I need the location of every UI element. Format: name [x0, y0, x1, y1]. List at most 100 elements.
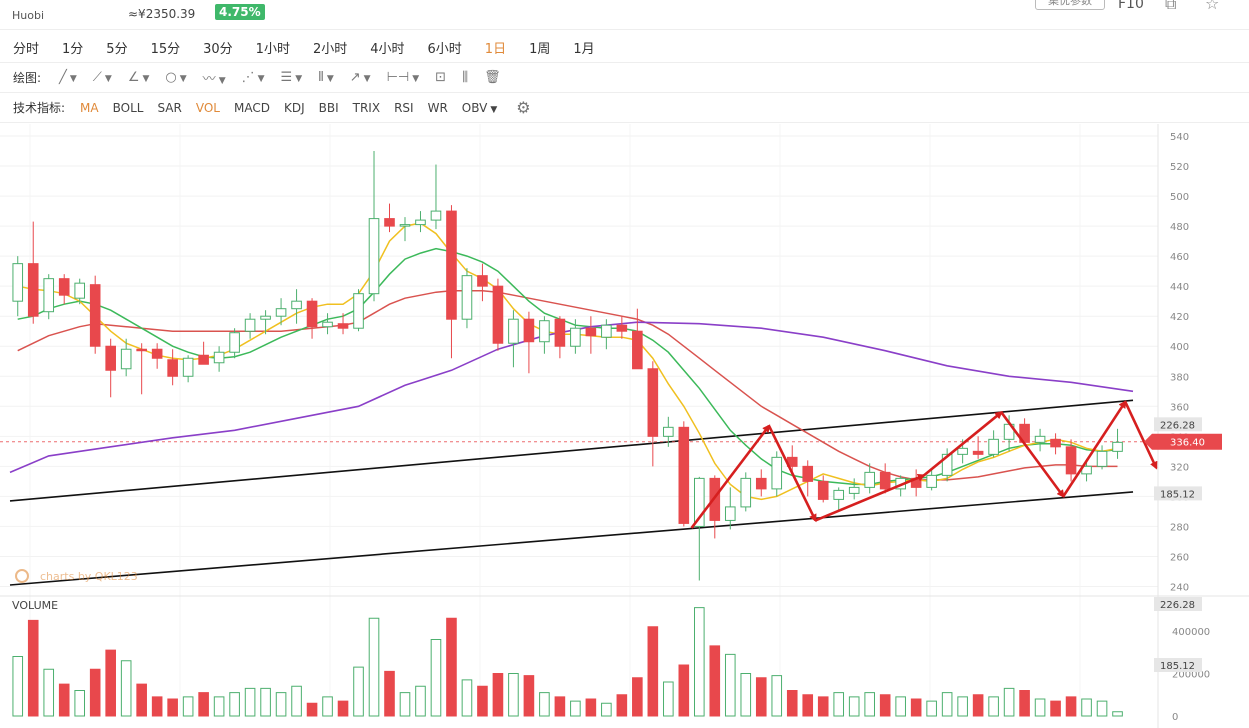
- caret-down-icon[interactable]: ▼: [69, 74, 77, 84]
- caret-down-icon[interactable]: ▼: [179, 74, 187, 84]
- caret-down-icon[interactable]: ▼: [142, 74, 150, 84]
- interval-4[interactable]: 30分: [203, 42, 233, 57]
- interval-bar: 分时 1分 5分 15分 30分 1小时 2小时 4小时 6小时 1日 1周 1月: [0, 33, 1249, 63]
- chart-type-icon[interactable]: ⫼: [462, 70, 469, 85]
- trash-icon[interactable]: 🗑: [484, 70, 501, 85]
- popout-icon[interactable]: ⧉: [1165, 0, 1177, 13]
- volume-bar: [755, 677, 767, 717]
- star-icon[interactable]: ☆: [1205, 0, 1220, 13]
- y-tick-label: 440: [1170, 282, 1189, 293]
- range-tool-icon[interactable]: ⊢⊣ ▼: [386, 70, 420, 85]
- candle-body: [58, 278, 70, 296]
- wave-tool-icon[interactable]: 〰 ▼: [202, 72, 226, 87]
- indicator-vol[interactable]: VOL: [195, 100, 220, 115]
- indicator-macd[interactable]: MACD: [233, 100, 270, 115]
- candle-body: [926, 474, 937, 488]
- gear-icon[interactable]: ⚙: [516, 98, 531, 117]
- volume-bar: [291, 685, 302, 717]
- candle-body: [151, 348, 163, 359]
- volume-bar: [972, 694, 984, 717]
- wave-arrow: [923, 411, 1003, 477]
- indicator-trix[interactable]: TRIX: [352, 100, 381, 115]
- candle-body: [337, 323, 349, 329]
- indicator-sar[interactable]: SAR: [157, 100, 182, 115]
- volume-bar: [213, 696, 225, 717]
- caret-down-icon[interactable]: ▼: [257, 74, 265, 84]
- volume-bar: [368, 617, 380, 717]
- caret-down-icon[interactable]: ▼: [218, 76, 226, 86]
- interval-7[interactable]: 4小时: [370, 42, 405, 57]
- candle-body: [508, 318, 519, 344]
- y-tick-label: 240: [1170, 582, 1189, 593]
- volume-bar: [508, 673, 519, 717]
- price-chart[interactable]: 5405205004804604404204003803603403203002…: [0, 124, 1249, 728]
- indicator-ma[interactable]: MA: [80, 100, 99, 115]
- interval-1[interactable]: 1分: [62, 42, 84, 57]
- ticker-header: Huobi ≈¥2350.39 4.75% 集优参数 F10 ⧉ ☆: [0, 0, 1249, 30]
- candle-body: [182, 357, 194, 377]
- volume-bar: [275, 692, 287, 717]
- y-tick-label: 540: [1170, 132, 1189, 143]
- caret-down-icon[interactable]: ▼: [104, 74, 112, 84]
- candle-body: [89, 284, 101, 347]
- wave-arrow: [814, 473, 926, 522]
- caret-down-icon[interactable]: ▼: [412, 74, 420, 84]
- volume-bar: [384, 670, 395, 717]
- candle-body: [198, 354, 209, 365]
- fibonacci-tool-icon[interactable]: ☰ ▼: [280, 70, 303, 85]
- indicator-kdj[interactable]: KDJ: [283, 100, 305, 115]
- volume-bar: [89, 668, 101, 717]
- interval-11[interactable]: 1月: [573, 42, 595, 57]
- volume-bar: [616, 694, 628, 717]
- caret-down-icon[interactable]: ▼: [490, 104, 498, 115]
- interval-5[interactable]: 1小时: [255, 42, 290, 57]
- comment-tool-icon[interactable]: ⊡: [435, 70, 447, 85]
- caret-down-icon[interactable]: ▼: [295, 74, 303, 84]
- interval-6[interactable]: 2小时: [312, 42, 348, 57]
- options-button[interactable]: 集优参数: [1035, 0, 1105, 10]
- interval-3[interactable]: 15分: [150, 42, 181, 57]
- volume-bar: [926, 700, 937, 717]
- y-tick-label: 400: [1170, 342, 1189, 353]
- lower-trendline: [9, 491, 1134, 586]
- interval-2[interactable]: 5分: [106, 42, 128, 57]
- y-tick-label: 460: [1170, 252, 1189, 263]
- candle-body: [461, 275, 473, 320]
- volume-bar: [27, 619, 39, 717]
- f10-button[interactable]: F10: [1118, 0, 1144, 12]
- indicator-boll[interactable]: BOLL: [112, 100, 144, 115]
- circle-tool-icon[interactable]: ○ ▼: [165, 70, 187, 85]
- angle-tool-icon[interactable]: ∠ ▼: [127, 70, 150, 85]
- interval-0[interactable]: 分时: [13, 42, 40, 57]
- indicator-wr[interactable]: WR: [427, 100, 448, 115]
- wave-arrow: [1062, 400, 1127, 498]
- wave-arrow: [690, 424, 771, 529]
- interval-8[interactable]: 6小时: [427, 42, 462, 57]
- indicator-rsi[interactable]: RSI: [394, 100, 414, 115]
- interval-10[interactable]: 1周: [529, 42, 551, 57]
- pattern-tool-icon[interactable]: ⋰ ▼: [241, 70, 265, 85]
- caret-down-icon[interactable]: ▼: [363, 74, 371, 84]
- candle-body: [988, 438, 999, 455]
- volume-bar: [740, 673, 752, 717]
- y-tick-label: 320: [1170, 462, 1189, 473]
- candle-body: [957, 447, 968, 455]
- candle-body: [1065, 446, 1077, 475]
- y-tick-label: 420: [1170, 312, 1189, 323]
- gann-tool-icon[interactable]: ⦀ ▼: [318, 70, 334, 85]
- line-tool-icon[interactable]: ╱ ▼: [59, 70, 77, 85]
- candle-body: [27, 263, 39, 317]
- segment-tool-icon[interactable]: ⟋ ▼: [92, 70, 112, 85]
- volume-bar: [988, 696, 999, 717]
- caret-down-icon[interactable]: ▼: [326, 74, 334, 84]
- volume-bar: [446, 617, 457, 717]
- indicator-bbi[interactable]: BBI: [318, 100, 339, 115]
- y-tick-label: 480: [1170, 222, 1189, 233]
- arrow-tool-icon[interactable]: ↗ ▼: [349, 70, 371, 85]
- candle-body: [601, 324, 612, 338]
- indicator-obv[interactable]: OBV ▼: [461, 100, 498, 115]
- volume-bar: [864, 692, 875, 717]
- candle-body: [848, 486, 860, 494]
- candle-body: [43, 278, 55, 313]
- interval-9[interactable]: 1日: [484, 42, 507, 57]
